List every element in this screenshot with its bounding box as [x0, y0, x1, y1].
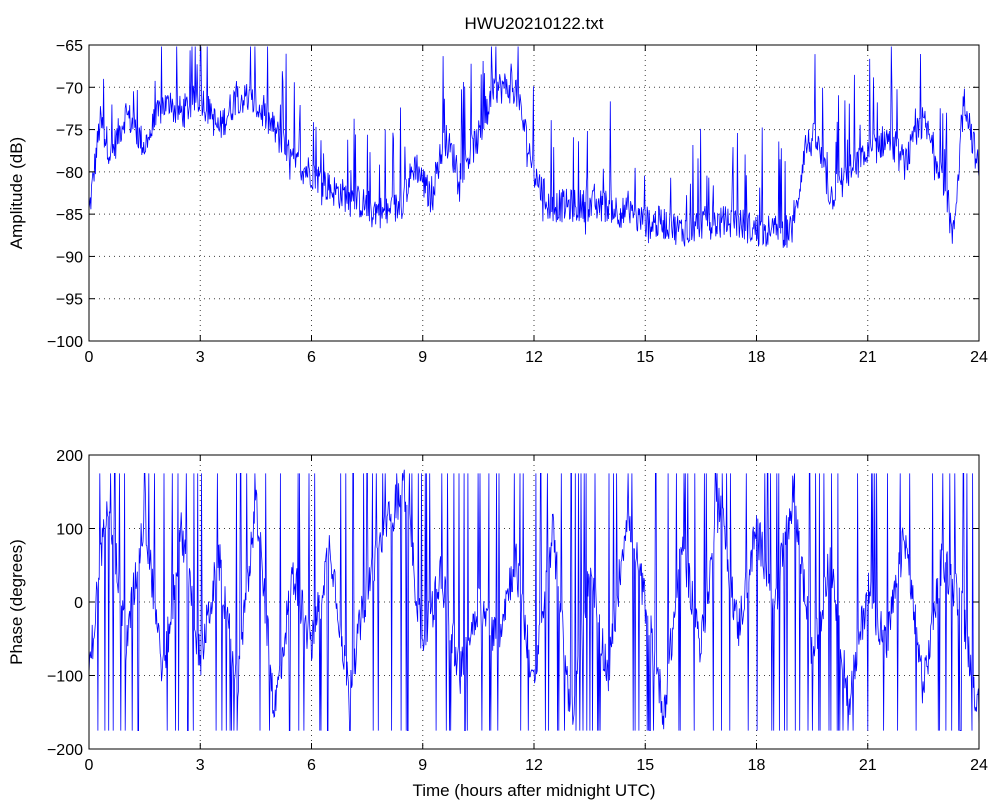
amplitude-x-tick-label: 0 [85, 349, 94, 366]
amplitude-y-tick-label: −90 [56, 249, 83, 266]
amplitude-x-tick-label: 18 [748, 349, 766, 366]
phase-y-axis-label: Phase (degrees) [7, 539, 26, 665]
phase-x-tick-label: 12 [525, 757, 543, 774]
x-axis-label: Time (hours after midnight UTC) [412, 781, 655, 800]
phase-panel: 0 3 6 9 12 15 18 21 24 200 100 0 −100 −200 Phase (de… [7, 448, 988, 800]
amplitude-x-ticks: 0 3 6 9 12 15 18 21 24 [85, 45, 988, 366]
amplitude-grid [89, 45, 979, 341]
amplitude-series-line [88, 46, 980, 248]
phase-y-tick-label: −200 [47, 742, 83, 759]
phase-y-tick-label: −100 [47, 669, 83, 686]
amplitude-x-tick-label: 6 [307, 349, 316, 366]
amplitude-y-tick-label: −75 [56, 123, 83, 140]
phase-x-tick-label: 0 [85, 757, 94, 774]
amplitude-y-tick-label: −70 [56, 80, 83, 97]
amplitude-y-tick-label: −80 [56, 165, 83, 182]
amplitude-y-tick-label: −95 [56, 292, 83, 309]
amplitude-x-tick-label: 24 [970, 349, 988, 366]
phase-y-ticks: 200 100 0 −100 −200 [47, 448, 979, 759]
amplitude-x-tick-label: 21 [859, 349, 877, 366]
phase-y-tick-label: 100 [56, 522, 83, 539]
amplitude-y-tick-label: −100 [47, 334, 83, 351]
phase-x-ticks: 0 3 6 9 12 15 18 21 24 [85, 455, 988, 774]
amplitude-y-tick-label: −85 [56, 207, 83, 224]
phase-x-tick-label: 24 [970, 757, 988, 774]
phase-y-tick-label: 0 [74, 595, 83, 612]
amplitude-y-axis-label: Amplitude (dB) [7, 137, 26, 249]
phase-x-tick-label: 3 [196, 757, 205, 774]
amplitude-x-tick-label: 12 [525, 349, 543, 366]
phase-x-tick-label: 18 [748, 757, 766, 774]
amplitude-panel: HWU20210122.txt 0 3 6 9 12 15 18 21 24 −65 −70 −75… [7, 14, 988, 366]
amplitude-plot-frame [88, 44, 980, 342]
phase-x-tick-label: 6 [307, 757, 316, 774]
phase-grid [89, 455, 979, 749]
phase-y-tick-label: 200 [56, 448, 83, 465]
amplitude-x-tick-label: 3 [196, 349, 205, 366]
amplitude-x-tick-label: 9 [418, 349, 427, 366]
amplitude-y-tick-label: −65 [56, 38, 83, 55]
amplitude-y-ticks: −65 −70 −75 −80 −85 −90 −95 −100 [47, 38, 979, 351]
phase-x-tick-label: 21 [859, 757, 877, 774]
phase-series-line [88, 469, 980, 731]
phase-x-tick-label: 9 [418, 757, 427, 774]
phase-x-tick-label: 15 [636, 757, 654, 774]
amplitude-x-tick-label: 15 [636, 349, 654, 366]
chart-title: HWU20210122.txt [465, 14, 604, 33]
